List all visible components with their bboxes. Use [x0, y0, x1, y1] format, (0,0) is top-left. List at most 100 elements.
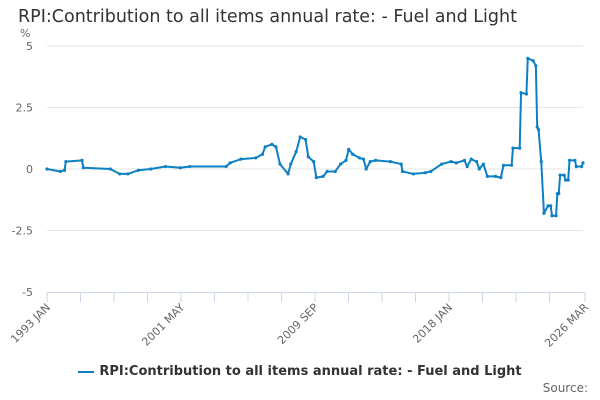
data-point	[314, 176, 318, 180]
data-point	[526, 56, 530, 60]
data-point	[557, 192, 561, 196]
data-point	[511, 146, 515, 150]
data-point	[574, 164, 578, 169]
data-point	[549, 204, 553, 208]
source-label: Source:	[542, 381, 588, 395]
data-point	[263, 145, 267, 149]
data-point	[306, 155, 310, 159]
data-point	[364, 167, 368, 171]
data-point	[188, 164, 192, 169]
data-point	[510, 163, 514, 167]
data-point	[294, 150, 298, 154]
data-point	[518, 146, 522, 150]
data-point	[126, 172, 130, 176]
data-point	[562, 173, 566, 177]
y-tick-label: 2.5	[16, 102, 34, 115]
data-point	[274, 145, 278, 149]
data-point	[534, 64, 538, 68]
data-point	[278, 162, 282, 166]
data-point	[344, 158, 348, 162]
data-point	[536, 128, 541, 132]
data-point	[423, 171, 428, 175]
y-tick-label: 0	[26, 163, 33, 176]
data-point	[149, 167, 153, 171]
data-point	[286, 172, 290, 176]
chart-title: RPI:Contribution to all items annual rat…	[18, 7, 517, 27]
data-point	[338, 162, 343, 166]
y-axis-unit: %	[20, 27, 31, 40]
data-point	[501, 163, 506, 167]
data-point	[325, 169, 329, 174]
data-point	[80, 158, 84, 162]
data-point	[312, 160, 316, 164]
data-point	[270, 142, 274, 146]
x-tick-label: 2001 MAY	[139, 301, 187, 349]
x-tick-label: 2018 JAN	[410, 301, 455, 346]
x-tick-label: 1993 JAN	[8, 301, 53, 346]
data-point	[400, 169, 405, 174]
data-point	[388, 160, 393, 164]
data-point	[228, 161, 232, 165]
data-point	[64, 160, 68, 164]
data-point	[58, 169, 63, 174]
series-line	[46, 57, 584, 217]
data-point	[108, 167, 112, 171]
data-point	[558, 173, 562, 177]
data-point	[546, 204, 550, 208]
data-point	[62, 168, 67, 172]
data-point	[477, 167, 481, 171]
data-point	[465, 164, 469, 169]
data-point	[333, 169, 337, 174]
data-point	[567, 158, 572, 162]
data-point	[260, 152, 265, 156]
legend-item[interactable]: RPI:Contribution to all items annual rat…	[0, 364, 600, 379]
data-point	[481, 162, 485, 166]
data-point	[531, 59, 535, 63]
data-point	[573, 158, 577, 162]
data-point	[374, 158, 378, 162]
data-point	[439, 162, 444, 166]
data-point	[224, 164, 228, 169]
data-point	[429, 169, 433, 174]
data-point	[475, 160, 479, 164]
data-point	[469, 157, 473, 161]
data-point	[580, 164, 584, 169]
data-point	[347, 147, 351, 151]
data-point	[563, 178, 568, 182]
data-point	[321, 174, 325, 178]
data-point	[566, 178, 570, 182]
data-point	[361, 157, 366, 161]
data-point	[254, 156, 258, 160]
data-point	[289, 162, 293, 166]
legend-line-icon	[78, 370, 95, 373]
x-tick-label: 2026 MAR	[542, 301, 591, 350]
data-point	[539, 160, 543, 164]
y-tick-label: -5	[22, 286, 33, 299]
data-point	[493, 174, 498, 178]
data-point	[399, 162, 403, 166]
data-point	[462, 158, 467, 162]
y-tick-label: 5	[26, 40, 33, 53]
data-point	[298, 135, 302, 139]
data-point	[524, 92, 529, 96]
data-point	[351, 152, 355, 156]
data-point	[136, 168, 141, 172]
data-point	[368, 160, 372, 164]
data-point	[454, 161, 459, 165]
data-point	[542, 211, 546, 215]
data-point	[581, 161, 585, 165]
data-point	[449, 160, 453, 164]
data-point	[499, 176, 503, 180]
data-point	[535, 125, 539, 129]
data-point	[303, 137, 308, 142]
data-point	[45, 167, 49, 171]
data-point	[239, 157, 243, 161]
data-point	[178, 166, 182, 170]
data-point	[81, 166, 85, 170]
data-point	[550, 214, 554, 218]
data-point	[485, 174, 489, 178]
data-point	[163, 164, 168, 169]
data-point	[118, 172, 122, 176]
legend-label: RPI:Contribution to all items annual rat…	[99, 364, 522, 379]
